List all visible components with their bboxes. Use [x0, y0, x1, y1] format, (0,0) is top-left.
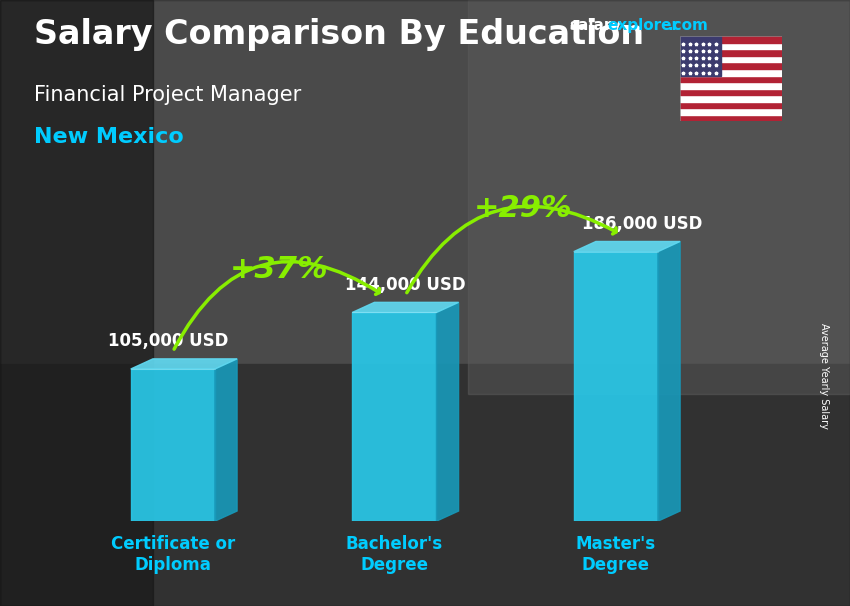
Bar: [680, 88, 782, 95]
Bar: [680, 95, 782, 102]
Bar: [680, 108, 782, 115]
Bar: [680, 76, 782, 82]
Text: +37%: +37%: [230, 255, 328, 284]
Polygon shape: [131, 359, 237, 369]
Bar: [0, 0, 850, 364]
Bar: [680, 36, 721, 76]
Bar: [680, 43, 782, 50]
Polygon shape: [215, 359, 237, 521]
Text: .com: .com: [667, 18, 708, 33]
Polygon shape: [658, 241, 680, 521]
Text: Average Yearly Salary: Average Yearly Salary: [819, 323, 829, 428]
Text: New Mexico: New Mexico: [34, 127, 184, 147]
Bar: [0, 364, 850, 606]
Text: explorer: explorer: [608, 18, 680, 33]
Bar: [680, 82, 782, 88]
Text: 105,000 USD: 105,000 USD: [108, 332, 229, 350]
Text: Salary Comparison By Education: Salary Comparison By Education: [34, 18, 644, 51]
Bar: [680, 115, 782, 121]
Bar: [680, 36, 782, 43]
Text: +29%: +29%: [473, 194, 572, 222]
Polygon shape: [574, 251, 658, 521]
Text: 186,000 USD: 186,000 USD: [582, 215, 703, 233]
Bar: [0, 0, 153, 606]
Bar: [680, 102, 782, 108]
Bar: [680, 56, 782, 62]
Polygon shape: [131, 369, 215, 521]
Polygon shape: [436, 302, 459, 521]
Bar: [468, 0, 850, 394]
Bar: [680, 62, 782, 69]
Polygon shape: [574, 241, 680, 251]
Polygon shape: [352, 302, 459, 313]
Polygon shape: [352, 313, 436, 521]
Text: salary: salary: [570, 18, 622, 33]
Bar: [680, 50, 782, 56]
Bar: [680, 69, 782, 76]
Text: Financial Project Manager: Financial Project Manager: [34, 85, 301, 105]
Text: 144,000 USD: 144,000 USD: [345, 276, 466, 294]
